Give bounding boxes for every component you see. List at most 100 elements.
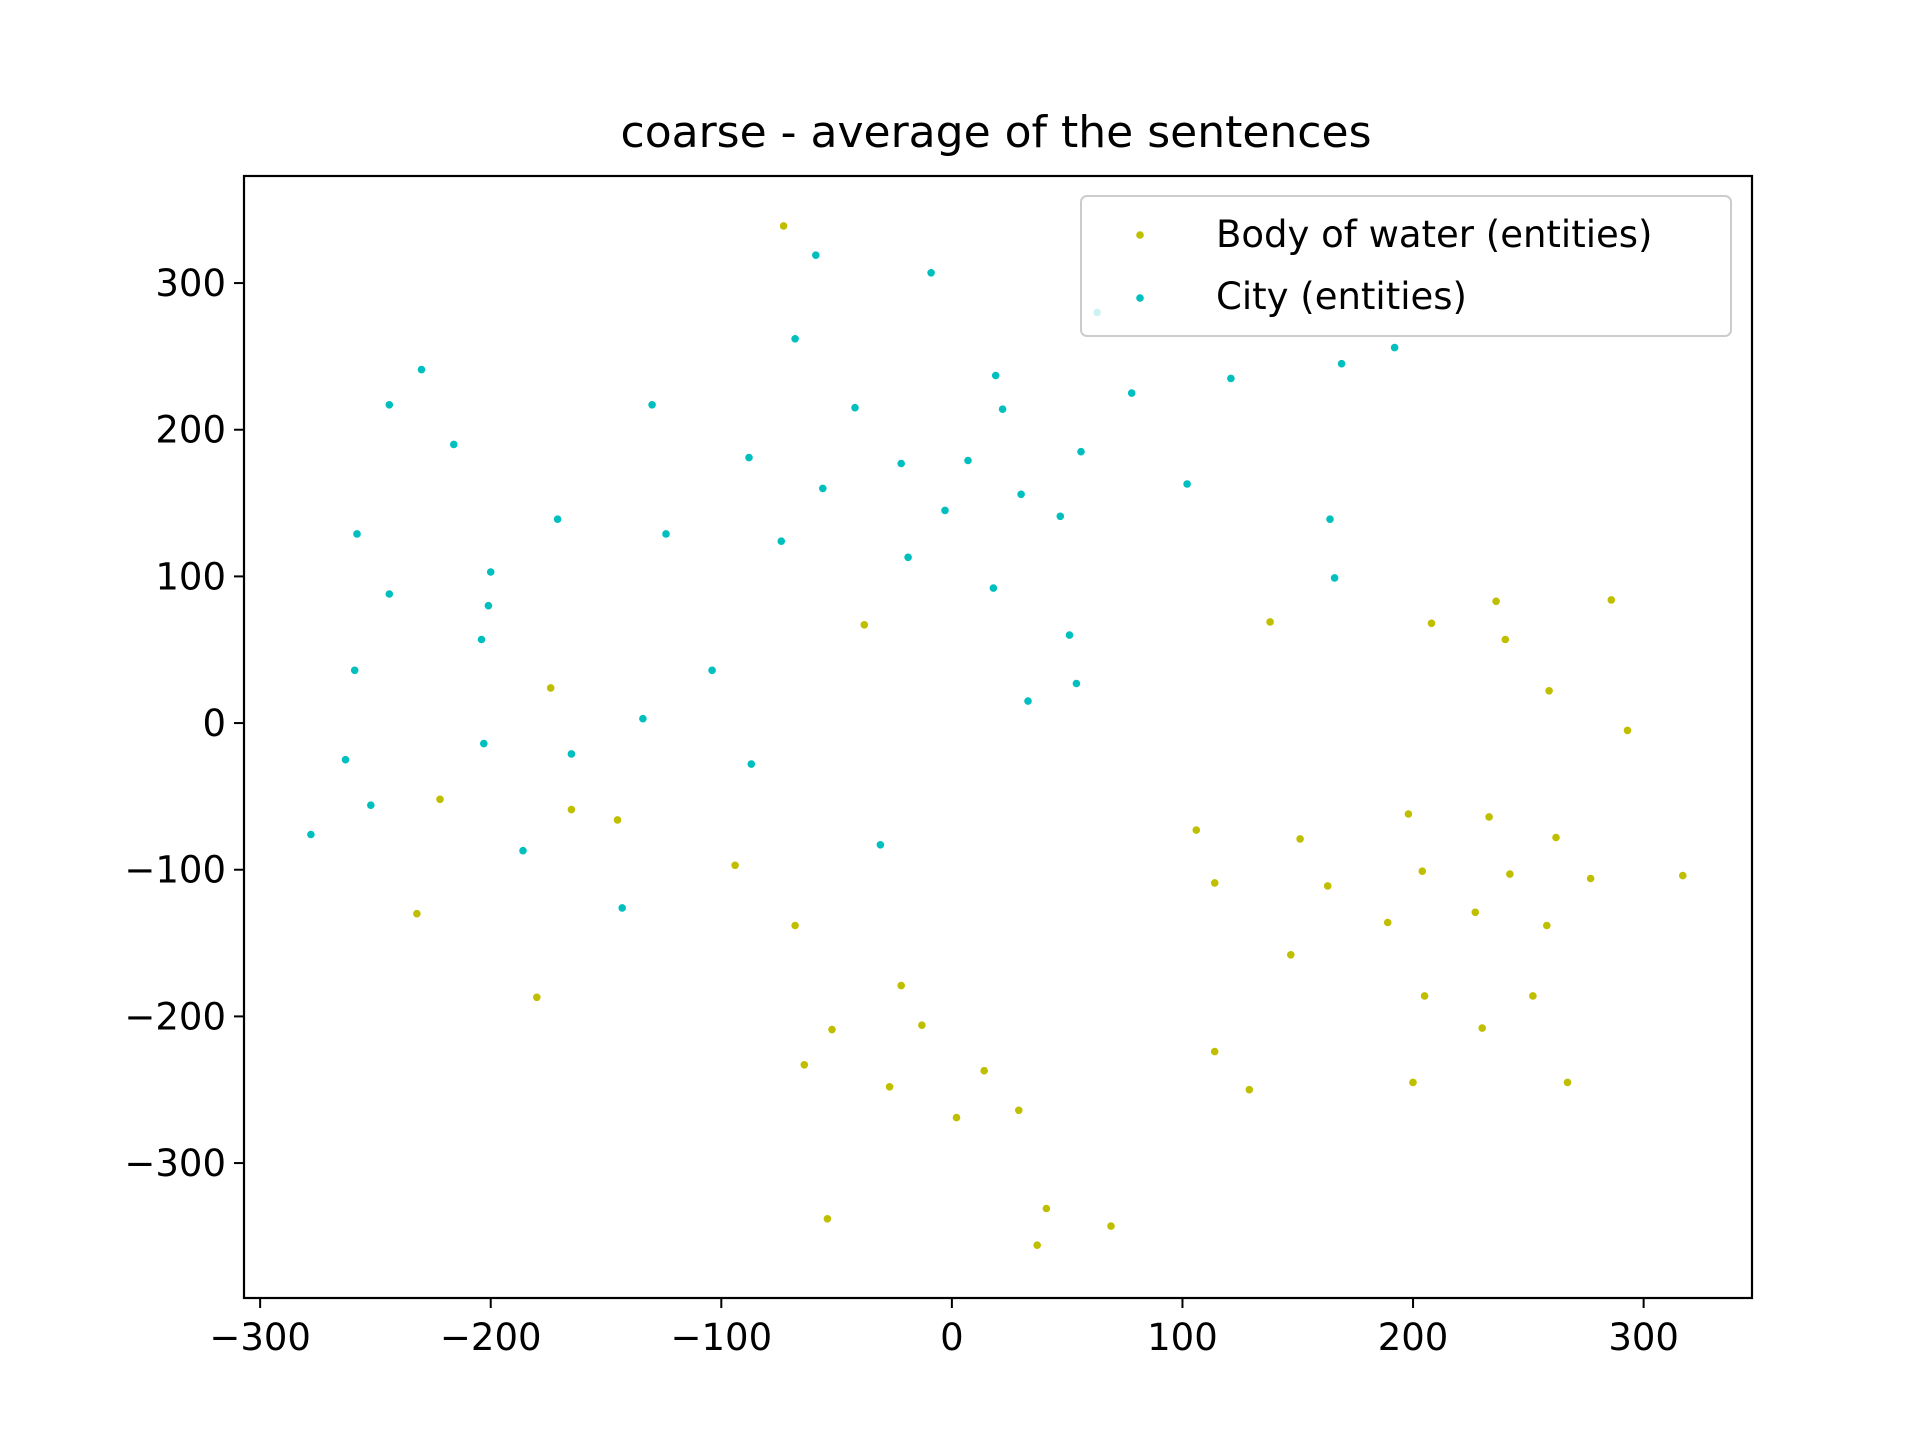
- y-tick-label: −100: [124, 849, 226, 892]
- point-s0-39: [1679, 871, 1687, 880]
- point-s0-10: [897, 981, 905, 990]
- point-s1-25: [477, 635, 486, 644]
- y-tick-label: 200: [155, 409, 226, 452]
- legend-marker-body-of-water: [1136, 231, 1144, 239]
- point-s1-45: [1227, 374, 1235, 383]
- point-s1-22: [486, 568, 495, 576]
- point-s0-21: [1107, 1222, 1115, 1230]
- point-s0-20: [1033, 1241, 1041, 1249]
- point-s0-0: [779, 222, 788, 230]
- legend-label-body-of-water: Body of water (entities): [1216, 213, 1652, 256]
- legend: Body of water (entities) City (entities): [1080, 195, 1732, 337]
- point-s0-8: [533, 993, 541, 1002]
- point-s0-15: [980, 1066, 988, 1075]
- y-tick-label: −300: [124, 1142, 226, 1185]
- point-s1-34: [307, 830, 315, 839]
- point-s0-46: [1478, 1024, 1486, 1032]
- point-s1-9: [998, 405, 1007, 414]
- point-s1-30: [567, 750, 576, 758]
- point-s0-45: [1529, 992, 1537, 1000]
- point-s1-13: [819, 484, 827, 493]
- point-s1-32: [747, 760, 756, 768]
- y-axis: −300 −200 −100 0 100 200 300: [124, 262, 244, 1185]
- point-s0-14: [885, 1083, 894, 1091]
- legend-label-city: City (entities): [1216, 275, 1467, 318]
- chart-title: coarse - average of the sentences: [621, 107, 1372, 158]
- point-s1-33: [367, 801, 375, 809]
- point-s0-34: [1485, 813, 1493, 821]
- point-s1-31: [341, 755, 350, 764]
- point-s0-7: [413, 909, 421, 918]
- point-s1-47: [1330, 574, 1339, 582]
- point-s1-16: [353, 530, 361, 538]
- point-s1-2: [791, 335, 799, 343]
- y-tick-label: 300: [155, 262, 226, 305]
- point-s1-21: [385, 590, 394, 598]
- point-s0-13: [800, 1061, 809, 1069]
- point-s0-31: [1210, 879, 1219, 887]
- point-s0-42: [1543, 921, 1551, 930]
- x-tick-label: −200: [440, 1316, 542, 1359]
- y-tick-label: 100: [155, 555, 226, 598]
- x-tick-label: 200: [1378, 1316, 1449, 1359]
- point-s1-38: [1065, 631, 1074, 639]
- point-s0-43: [1287, 951, 1295, 959]
- point-s0-23: [1427, 619, 1436, 628]
- point-s1-46: [1326, 515, 1334, 523]
- point-s0-11: [828, 1025, 836, 1034]
- point-s0-4: [567, 805, 576, 814]
- x-tick-label: 100: [1147, 1316, 1218, 1359]
- point-s1-24: [989, 584, 998, 592]
- point-s1-20: [904, 553, 912, 562]
- point-s0-5: [613, 816, 622, 824]
- point-s1-10: [745, 453, 753, 462]
- x-tick-label: −100: [670, 1316, 772, 1359]
- point-s0-29: [1192, 826, 1201, 834]
- point-s1-5: [648, 401, 656, 409]
- plot-frame: [242, 174, 1754, 1300]
- point-s0-17: [1015, 1106, 1023, 1115]
- points-layer: [307, 222, 1687, 1249]
- point-s1-26: [350, 666, 359, 675]
- point-s1-28: [639, 714, 647, 723]
- point-s0-25: [1501, 635, 1510, 644]
- point-s1-14: [941, 506, 949, 515]
- point-s0-48: [1245, 1085, 1254, 1094]
- point-s1-3: [417, 365, 426, 374]
- point-s1-36: [876, 841, 885, 849]
- x-axis: −300 −200 −100 0 100 200 300: [209, 1298, 1679, 1359]
- point-s1-41: [1077, 447, 1085, 456]
- point-s0-44: [1420, 992, 1429, 1000]
- point-s1-42: [1056, 512, 1065, 521]
- point-s1-43: [1127, 389, 1136, 397]
- point-s1-44: [1183, 480, 1191, 488]
- point-s0-12: [918, 1021, 926, 1029]
- point-s1-35: [519, 846, 527, 855]
- point-s1-49: [1390, 343, 1399, 352]
- point-s0-50: [1563, 1078, 1572, 1087]
- point-s1-23: [484, 601, 493, 610]
- point-s1-29: [480, 739, 488, 748]
- point-s0-41: [1471, 908, 1480, 917]
- point-s1-1: [927, 269, 935, 277]
- point-s1-11: [897, 459, 905, 468]
- legend-box: [1080, 195, 1732, 337]
- legend-marker-city: [1136, 294, 1144, 302]
- point-s0-19: [1042, 1204, 1051, 1213]
- point-s1-39: [1072, 679, 1081, 688]
- point-s0-24: [1492, 597, 1500, 606]
- point-s1-7: [851, 403, 859, 412]
- point-s1-48: [1337, 359, 1346, 368]
- point-s0-3: [436, 795, 444, 804]
- point-s0-37: [1506, 870, 1514, 878]
- point-s0-35: [1552, 833, 1560, 842]
- y-tick-label: 0: [202, 702, 226, 745]
- x-tick-label: −300: [209, 1316, 311, 1359]
- point-s1-8: [991, 371, 1000, 380]
- y-tick-label: −200: [124, 995, 226, 1038]
- point-s0-6: [731, 861, 739, 870]
- point-s1-12: [964, 456, 972, 465]
- point-s0-18: [823, 1215, 832, 1223]
- point-s0-26: [1607, 596, 1616, 604]
